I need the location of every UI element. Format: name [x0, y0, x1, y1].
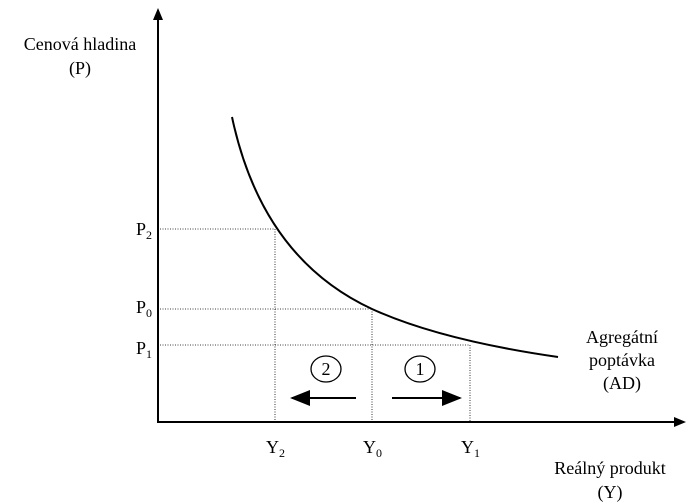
- symbol: P: [136, 297, 146, 317]
- x-axis-label: Reálný produkt: [554, 458, 665, 478]
- curve-label: (AD): [603, 373, 641, 394]
- symbol: Y: [266, 437, 279, 457]
- shift-label: 1: [416, 359, 425, 379]
- symbol: Y: [461, 437, 474, 457]
- price-level: P0: [136, 297, 152, 320]
- price-level: P2: [136, 219, 152, 242]
- subscript: 1: [474, 446, 480, 460]
- subscript: 2: [279, 446, 285, 460]
- subscript: 2: [146, 228, 152, 242]
- output-level: Y0: [363, 437, 382, 460]
- symbol: P: [136, 219, 146, 239]
- y-axis-arrow: [153, 8, 163, 20]
- ad-curve: [231, 116, 559, 358]
- symbol: Y: [363, 437, 376, 457]
- curve-label: poptávka: [589, 350, 655, 370]
- x-axis-arrow: [674, 417, 686, 427]
- y-axis-label: Cenová hladina: [24, 34, 136, 54]
- shift-circle: [404, 355, 436, 383]
- price-level: P1: [136, 338, 152, 361]
- x-axis-unit: (Y): [598, 482, 623, 503]
- shift-label: 2: [322, 359, 331, 379]
- output-level: Y1: [461, 437, 480, 460]
- curve-label: Agregátní: [586, 327, 658, 347]
- output-level: Y2: [266, 437, 285, 460]
- shift-circle: [310, 355, 342, 383]
- subscript: 1: [146, 347, 152, 361]
- symbol: P: [136, 338, 146, 358]
- subscript: 0: [376, 446, 382, 460]
- subscript: 0: [146, 306, 152, 320]
- y-axis-unit: (P): [69, 58, 91, 79]
